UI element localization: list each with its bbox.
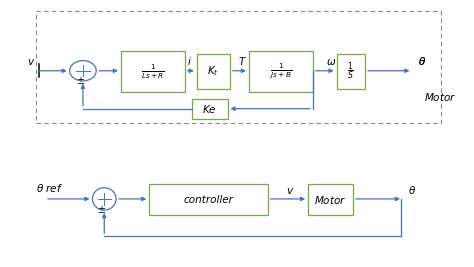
Text: $i$: $i$ — [187, 56, 192, 67]
Text: $\frac{1}{S}$: $\frac{1}{S}$ — [347, 61, 354, 82]
Bar — [197, 54, 230, 89]
Bar — [192, 99, 228, 119]
Text: $\theta\ ref$: $\theta\ ref$ — [36, 182, 64, 194]
Text: $\frac{1}{Ls+R}$: $\frac{1}{Ls+R}$ — [141, 62, 165, 81]
Text: $\theta$: $\theta$ — [418, 56, 426, 67]
Bar — [249, 51, 313, 92]
Text: $v$: $v$ — [286, 186, 294, 195]
Bar — [149, 184, 268, 215]
Bar — [337, 54, 365, 89]
Text: $T$: $T$ — [238, 56, 247, 67]
Text: $\omega$: $\omega$ — [326, 57, 336, 67]
Text: $v$: $v$ — [27, 57, 35, 67]
Text: $\frac{1}{Js+B}$: $\frac{1}{Js+B}$ — [269, 62, 292, 81]
Text: $\theta$: $\theta$ — [408, 184, 417, 195]
Bar — [121, 51, 185, 92]
Bar — [308, 184, 353, 215]
Text: $K_t$: $K_t$ — [207, 64, 219, 78]
Text: $Motor$: $Motor$ — [424, 92, 457, 103]
Text: ±: ± — [76, 76, 83, 86]
Text: ±: ± — [97, 205, 105, 215]
Text: $Motor$: $Motor$ — [314, 194, 347, 206]
Text: $Ke$: $Ke$ — [202, 103, 217, 115]
Text: controller: controller — [183, 195, 234, 205]
Text: $\theta$: $\theta$ — [418, 56, 426, 67]
Bar — [36, 11, 441, 123]
